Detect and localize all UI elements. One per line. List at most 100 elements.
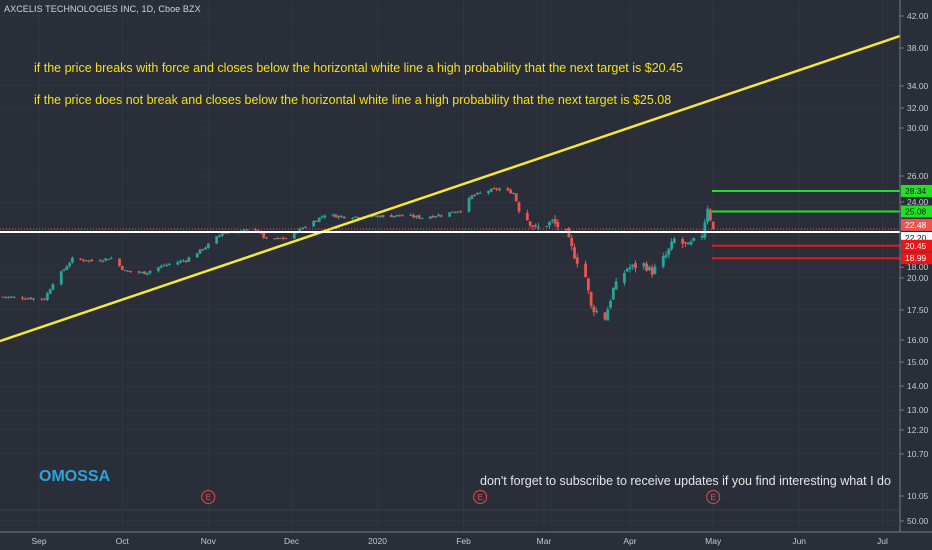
candle-body <box>176 262 180 265</box>
candle-body <box>437 214 440 217</box>
candle-body <box>340 216 343 218</box>
candle-body <box>373 215 377 217</box>
candle-body <box>545 226 549 228</box>
x-tick-label: Sep <box>32 536 47 546</box>
x-tick-label: Nov <box>201 536 217 546</box>
candle-body <box>118 258 121 266</box>
candle-body <box>51 284 55 290</box>
candle-body <box>29 297 33 300</box>
candle-body <box>592 306 596 313</box>
candle-body <box>215 236 219 244</box>
candle-body <box>509 189 513 194</box>
price-tag-target_green <box>901 184 932 197</box>
candle-body <box>317 217 321 222</box>
candle-body <box>498 188 501 191</box>
candle-body <box>628 267 632 270</box>
candle-body <box>448 212 452 217</box>
candle-body <box>301 227 305 230</box>
candle-body <box>517 202 521 212</box>
y-tick-label: 17.50 <box>907 305 929 315</box>
candle-body <box>284 238 288 240</box>
price-tag-label: 28.34 <box>905 186 927 196</box>
candle-body <box>478 192 482 194</box>
candle-body <box>681 239 685 244</box>
candle-body <box>409 214 413 216</box>
candle-body <box>623 272 626 283</box>
y-tick-label: 18.00 <box>907 262 929 272</box>
candle-body <box>401 215 404 217</box>
candle-body <box>506 188 510 191</box>
candle-body <box>689 241 693 245</box>
candle-body <box>553 219 557 224</box>
candle-body <box>711 221 715 229</box>
candle-body <box>351 217 354 219</box>
candle-body <box>48 289 52 294</box>
candle-body <box>143 271 146 275</box>
candle-body <box>281 237 285 239</box>
candle-body <box>492 188 496 190</box>
x-tick-label: Jul <box>877 536 888 546</box>
candle-body <box>664 255 668 258</box>
earnings-marker <box>706 490 721 504</box>
candle-body <box>489 188 493 192</box>
chart-title: AXCELIS TECHNOLOGIES INC, 1D, Cboe BZX <box>4 4 201 14</box>
candle-body <box>417 215 421 219</box>
earnings-marker <box>473 490 488 504</box>
candle-body <box>586 278 590 291</box>
y-tick-label: 10.05 <box>907 491 929 501</box>
earnings-marker <box>201 490 216 504</box>
earnings-marker-label: E <box>205 492 211 502</box>
candle-body <box>564 229 568 231</box>
price-tag-last <box>901 218 932 231</box>
earnings-marker-label: E <box>710 492 716 502</box>
price-tag-label: 20.45 <box>905 241 927 251</box>
candle-body <box>634 263 637 269</box>
author-brand: OMOSSA <box>39 468 111 485</box>
y-tick-label: 14.00 <box>907 381 929 391</box>
candle-body <box>684 242 687 244</box>
y-tick-label: 16.00 <box>907 335 929 345</box>
y-tick-label: 30.00 <box>907 123 929 133</box>
y-tick-label: 42.00 <box>907 11 929 21</box>
candle-body <box>129 271 133 273</box>
x-tick-label: Feb <box>456 536 471 546</box>
candle-body <box>148 270 152 273</box>
candle-body <box>686 242 690 245</box>
price-tag-label: 18.99 <box>905 253 927 263</box>
candle-body <box>123 270 127 272</box>
candle-body <box>334 214 338 218</box>
candle-body <box>584 263 587 278</box>
candle-body <box>26 298 30 300</box>
candle-body <box>353 216 357 218</box>
x-tick-label: Apr <box>623 536 636 546</box>
candle-body <box>120 266 124 270</box>
candle-body <box>431 215 435 218</box>
candle-body <box>109 258 113 260</box>
candle-body <box>179 260 182 263</box>
candle-body <box>226 232 230 234</box>
candle-body <box>245 229 249 231</box>
candle-body <box>470 195 474 199</box>
candle-body <box>4 296 8 298</box>
y-tick-label: 20.00 <box>907 273 929 283</box>
y-tick-label: 15.00 <box>907 357 929 367</box>
candles <box>1 186 715 321</box>
candle-body <box>412 215 415 218</box>
candle-body <box>254 229 257 231</box>
candle-body <box>198 249 202 254</box>
candle-body <box>625 268 629 272</box>
candle-body <box>692 238 696 241</box>
candle-body <box>381 215 385 217</box>
candle-body <box>70 257 74 263</box>
candle-body <box>534 225 538 227</box>
y-tick-label: 10.70 <box>907 449 929 459</box>
candle-body <box>40 298 44 300</box>
x-tick-label: Jun <box>792 536 806 546</box>
candle-body <box>262 232 266 238</box>
candle-body <box>414 215 418 218</box>
candle-body <box>645 263 649 271</box>
candle-body <box>528 221 532 226</box>
candle-body <box>65 266 69 270</box>
y-tick-label: 12.20 <box>907 425 929 435</box>
